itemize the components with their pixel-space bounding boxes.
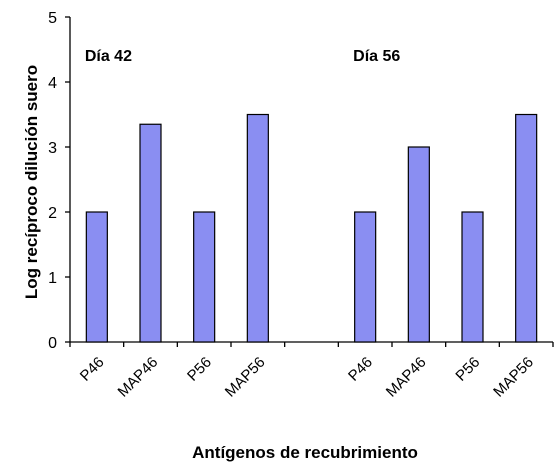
panel-label: Día 56 (353, 48, 400, 65)
x-tick-label: MAP56 (490, 354, 537, 401)
y-tick-label: 5 (48, 10, 57, 27)
y-tick-label: 0 (48, 335, 57, 352)
x-tick-label: MAP56 (222, 354, 269, 401)
bar (246, 113, 269, 343)
y-tick-label: 3 (48, 140, 57, 157)
y-tick-label: 2 (48, 205, 57, 222)
panel-label: Día 42 (85, 48, 132, 65)
x-tick-label: P46 (345, 354, 376, 385)
bars (85, 113, 538, 343)
x-tick-label: P46 (77, 354, 108, 385)
x-axis (69, 341, 554, 347)
y-tick-label: 1 (48, 270, 57, 287)
bar (515, 113, 538, 343)
bar (461, 211, 484, 343)
bar (407, 146, 430, 343)
panel-labels: Día 42 Día 56 (85, 48, 401, 65)
x-tick-label: P56 (184, 354, 215, 385)
bar (139, 123, 162, 343)
y-tick-label: 4 (48, 75, 57, 92)
x-tick-label: MAP46 (383, 354, 430, 401)
y-axis-label: Log recíproco dilución suero (22, 65, 41, 299)
y-axis: 0 1 2 3 4 5 (48, 10, 71, 352)
x-tick-label: MAP46 (115, 354, 162, 401)
x-tick-labels: P46 MAP46 P56 MAP56 P46 MAP46 P56 MAP56 (77, 354, 537, 401)
x-tick-label: P56 (452, 354, 483, 385)
bar (85, 211, 108, 343)
bar (193, 211, 216, 343)
bar (354, 211, 377, 343)
x-axis-label: Antígenos de recubrimiento (192, 443, 418, 462)
